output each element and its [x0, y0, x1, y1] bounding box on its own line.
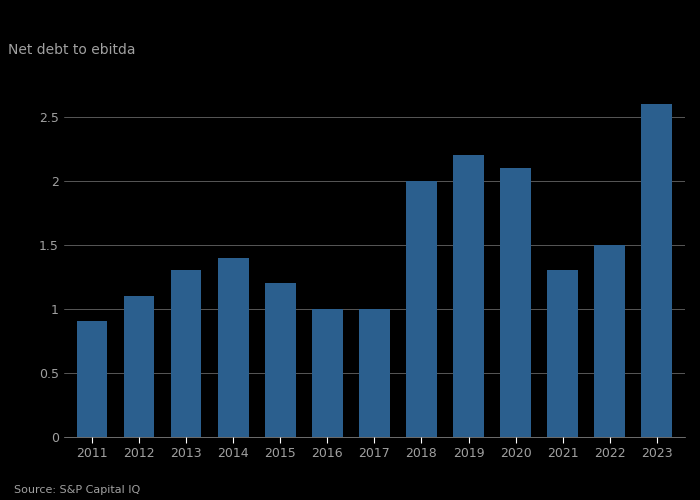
- Bar: [124, 296, 155, 436]
- Bar: [547, 270, 578, 436]
- Text: Source: S&P Capital IQ: Source: S&P Capital IQ: [14, 485, 140, 495]
- Bar: [641, 104, 672, 436]
- Bar: [218, 258, 248, 436]
- Bar: [77, 322, 107, 436]
- Bar: [265, 283, 295, 436]
- Bar: [406, 181, 437, 436]
- Bar: [359, 308, 390, 436]
- Text: Net debt to ebitda: Net debt to ebitda: [8, 42, 135, 56]
- Bar: [171, 270, 202, 436]
- Bar: [453, 155, 484, 436]
- Bar: [500, 168, 531, 436]
- Bar: [594, 245, 625, 436]
- Bar: [312, 308, 342, 436]
